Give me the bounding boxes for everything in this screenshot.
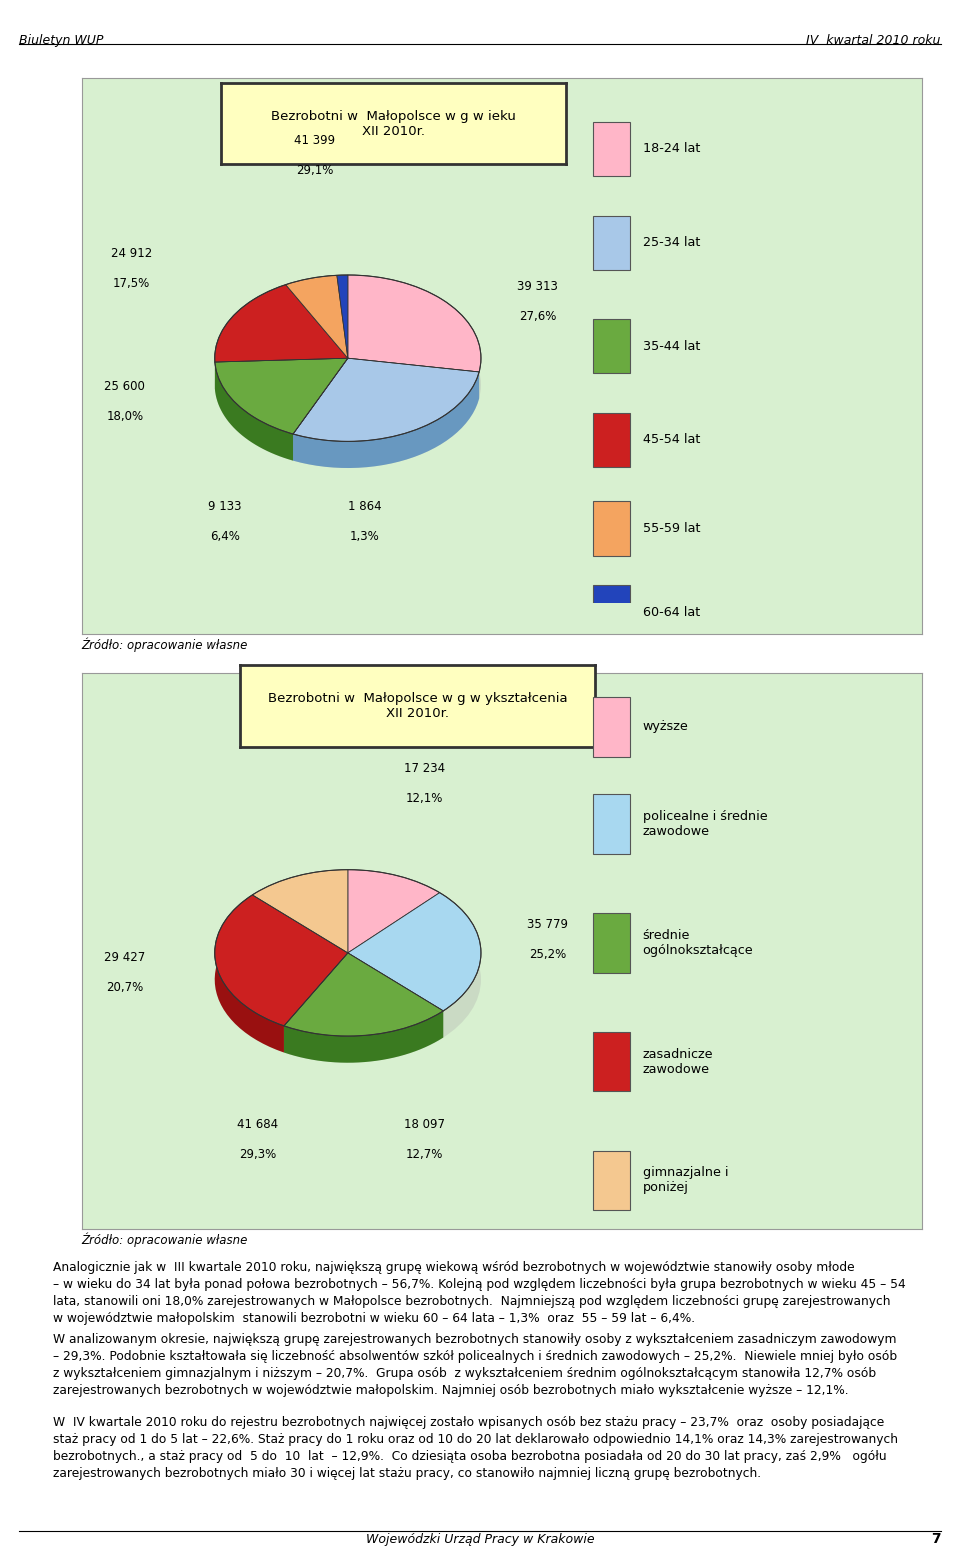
Text: 18 097: 18 097 <box>404 1117 444 1131</box>
Text: 18,0%: 18,0% <box>107 410 143 423</box>
Text: Bezrobotni w  Małopolsce w g w ykształcenia
XII 2010r.: Bezrobotni w Małopolsce w g w ykształcen… <box>268 692 567 720</box>
Text: 27,6%: 27,6% <box>518 310 556 322</box>
Polygon shape <box>286 275 348 358</box>
Polygon shape <box>337 275 348 358</box>
Text: 41 684: 41 684 <box>237 1117 278 1131</box>
Text: zasadnicze
zawodowe: zasadnicze zawodowe <box>642 1047 713 1075</box>
Bar <box>593 698 631 756</box>
Text: IV  kwartal 2010 roku: IV kwartal 2010 roku <box>806 34 941 47</box>
Bar <box>593 501 631 556</box>
Text: Biuletyn WUP: Biuletyn WUP <box>19 34 104 47</box>
Bar <box>593 216 631 269</box>
Text: 1 864: 1 864 <box>348 499 381 513</box>
Polygon shape <box>215 895 348 1027</box>
Text: 25,2%: 25,2% <box>529 948 566 961</box>
Text: 17,5%: 17,5% <box>113 277 150 290</box>
Text: 25-34 lat: 25-34 lat <box>642 236 700 249</box>
Polygon shape <box>348 892 481 1011</box>
Bar <box>593 795 631 854</box>
Ellipse shape <box>215 302 481 468</box>
Text: Wojewódzki Urząd Pracy w Krakowie: Wojewódzki Urząd Pracy w Krakowie <box>366 1534 594 1546</box>
Polygon shape <box>348 870 440 953</box>
Text: 6,4%: 6,4% <box>210 529 240 543</box>
Text: 18-24 lat: 18-24 lat <box>642 142 700 155</box>
Text: wyższe: wyższe <box>642 720 688 734</box>
Text: Analogicznie jak w  III kwartale 2010 roku, największą grupę wiekową wśród bezro: Analogicznie jak w III kwartale 2010 rok… <box>53 1261 905 1326</box>
Text: 7: 7 <box>931 1532 941 1546</box>
Polygon shape <box>252 870 348 953</box>
Bar <box>593 319 631 374</box>
Polygon shape <box>215 285 348 362</box>
Text: 20,7%: 20,7% <box>107 981 143 994</box>
Polygon shape <box>215 362 293 460</box>
Text: 25 600: 25 600 <box>105 380 145 393</box>
Text: 29 427: 29 427 <box>105 952 146 964</box>
Text: policealne i średnie
zawodowe: policealne i średnie zawodowe <box>642 811 767 839</box>
Text: 55-59 lat: 55-59 lat <box>642 523 700 535</box>
Text: 41 399: 41 399 <box>294 133 335 147</box>
Text: 12,1%: 12,1% <box>406 792 444 804</box>
Bar <box>593 413 631 466</box>
Polygon shape <box>293 358 479 441</box>
Bar <box>593 914 631 972</box>
Text: 9 133: 9 133 <box>208 499 242 513</box>
Text: 35-44 lat: 35-44 lat <box>642 340 700 352</box>
Text: Bezrobotni w  Małopolsce w g w ieku
XII 2010r.: Bezrobotni w Małopolsce w g w ieku XII 2… <box>271 110 516 138</box>
Bar <box>593 1150 631 1210</box>
Ellipse shape <box>215 897 481 1063</box>
Text: 35 779: 35 779 <box>527 919 568 931</box>
Polygon shape <box>284 953 444 1036</box>
Text: 29,1%: 29,1% <box>296 164 333 177</box>
Polygon shape <box>348 275 481 372</box>
Text: 17 234: 17 234 <box>404 762 444 775</box>
Text: 1,3%: 1,3% <box>349 529 379 543</box>
Bar <box>593 585 631 640</box>
Text: Źródło: opracowanie własne: Źródło: opracowanie własne <box>82 1233 248 1247</box>
Polygon shape <box>284 1011 444 1063</box>
Text: 24 912: 24 912 <box>111 247 152 260</box>
Text: 39 313: 39 313 <box>517 280 558 293</box>
Text: 12,7%: 12,7% <box>406 1147 444 1161</box>
Text: 29,3%: 29,3% <box>239 1147 276 1161</box>
Bar <box>593 1031 631 1091</box>
Text: Źródło: opracowanie własne: Źródło: opracowanie własne <box>82 639 248 653</box>
Polygon shape <box>215 358 348 434</box>
Text: W analizowanym okresie, największą grupę zarejestrowanych bezrobotnych stanowiły: W analizowanym okresie, największą grupę… <box>53 1333 897 1398</box>
Bar <box>593 122 631 177</box>
Text: średnie
ogólnokształcące: średnie ogólnokształcące <box>642 930 754 956</box>
Text: 45-54 lat: 45-54 lat <box>642 434 700 446</box>
Text: 60-64 lat: 60-64 lat <box>642 606 700 618</box>
Polygon shape <box>293 372 479 468</box>
Text: W  IV kwartale 2010 roku do rejestru bezrobotnych najwięcej zostało wpisanych os: W IV kwartale 2010 roku do rejestru bezr… <box>53 1416 898 1480</box>
Polygon shape <box>215 895 284 1053</box>
Text: gimnazjalne i
poniżej: gimnazjalne i poniżej <box>642 1166 728 1194</box>
